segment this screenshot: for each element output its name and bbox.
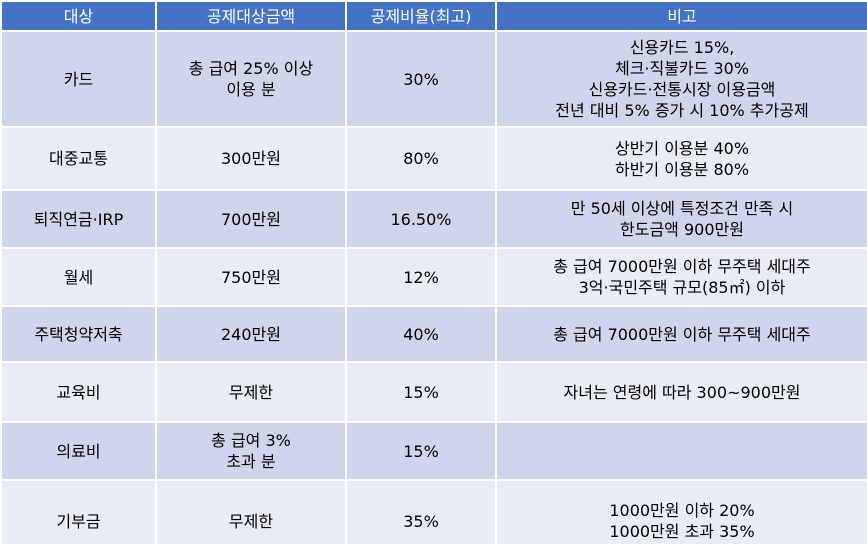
header-cell: 공제대상금액 [155, 0, 347, 32]
cell-text: 80% [403, 149, 439, 168]
table-cell: 월세 [0, 247, 157, 307]
cell-text: 만 50세 이상에 특정조건 만족 시 [570, 199, 794, 218]
table-cell: 자녀는 연령에 따라 300~900만원 [495, 361, 867, 423]
table-cell: 퇴직연금·IRP [0, 189, 157, 249]
table-cell: 대중교통 [0, 126, 157, 191]
header-cell: 비고 [495, 0, 867, 32]
table-cell: 주택청약저축 [0, 305, 157, 363]
table-row: 교육비 무제한 15% 자녀는 연령에 따라 300~900만원 [0, 361, 867, 423]
table-cell: 총 급여 3% 초과 분 [155, 421, 347, 481]
cell-text: 총 급여 3% [211, 431, 291, 450]
cell-text: 35% [403, 511, 439, 531]
header-row: 대상 공제대상금액 공제비율(최고) 비고 [0, 0, 867, 32]
cell-text: 총 급여 7000만원 이하 무주택 세대주 [553, 324, 811, 344]
table-row: 대중교통 300만원 80% 상반기 이용분 40% 하반기 이용분 80% [0, 126, 867, 191]
table-cell: 12% [345, 247, 497, 307]
cell-text: 월세 [63, 267, 94, 287]
header-cell: 공제비율(최고) [345, 0, 497, 32]
table-cell: 240만원 [155, 305, 347, 363]
table-cell: 15% [345, 421, 497, 481]
cell-text: 총 급여 25% 이상 [188, 59, 314, 78]
cell-text: 초과 분 [226, 452, 276, 471]
cell-text: 한도금액 900만원 [620, 220, 744, 239]
cell-text: 무제한 [228, 511, 274, 531]
table-cell: 700만원 [155, 189, 347, 249]
table-cell: 상반기 이용분 40% 하반기 이용분 80% [495, 126, 867, 191]
cell-text: 의료비 [56, 441, 101, 461]
cell-text: 상반기 이용분 40% [614, 138, 750, 158]
header-cell: 대상 [0, 0, 157, 32]
cell-text: 3억·국민주택 규모(85㎡) 이하 [578, 278, 786, 297]
cell-text: 하반기 이용분 80% [614, 159, 750, 179]
cell-text: 15% [403, 382, 439, 402]
cell-text: 교육비 [56, 382, 101, 402]
table-cell: 16.50% [345, 189, 497, 249]
table-row: 의료비 총 급여 3% 초과 분 15% [0, 421, 867, 481]
cell-text: 이용 분 [226, 80, 276, 99]
cell-text: 30% [403, 69, 439, 89]
table-cell: 총 급여 7000만원 이하 무주택 세대주 3억·국민주택 규모(85㎡) 이하 [495, 247, 867, 307]
cell-text: 1000만원 초과 35% [609, 522, 755, 541]
cell-text: 무제한 [228, 382, 274, 402]
cell-text: 300만원 [221, 149, 281, 168]
table-cell: 15% [345, 361, 497, 423]
cell-text: 자녀는 연령에 따라 300~900만원 [563, 382, 801, 402]
cell-text: 16.50% [390, 209, 452, 229]
cell-text: 신용카드 15%, [629, 38, 735, 57]
table-row: 주택청약저축 240만원 40% 총 급여 7000만원 이하 무주택 세대주 [0, 305, 867, 363]
cell-text: 주택청약저축 [34, 324, 123, 344]
table-cell: 30% [345, 30, 497, 128]
table-cell: 1000만원 이하 20% 1000만원 초과 35% [495, 479, 867, 544]
table-cell: 총 급여 7000만원 이하 무주택 세대주 [495, 305, 867, 363]
cell-text: 1000만원 이하 20% [609, 501, 755, 520]
cell-text: 전년 대비 5% 증가 시 10% 추가공제 [555, 101, 809, 120]
table-cell: 의료비 [0, 421, 157, 481]
cell-text: 대중교통 [49, 149, 108, 168]
table-cell: 300만원 [155, 126, 347, 191]
table-cell: 80% [345, 126, 497, 191]
cell-text: 체크·직불카드 30% [614, 59, 750, 78]
cell-text: 카드 [63, 69, 94, 89]
cell-text: 퇴직연금·IRP [33, 209, 124, 229]
table-cell: 교육비 [0, 361, 157, 423]
cell-text: 40% [403, 324, 439, 344]
table-cell: 무제한 [155, 361, 347, 423]
table-cell: 35% [345, 479, 497, 544]
table-cell: 40% [345, 305, 497, 363]
cell-text: 750만원 [221, 267, 281, 287]
cell-text: 700만원 [221, 209, 281, 229]
table-row: 기부금 무제한 35% 1000만원 이하 20% 1000만원 초과 35% [0, 479, 867, 544]
table-cell: 기부금 [0, 479, 157, 544]
cell-text: 신용카드·전통시장 이용금액 [588, 80, 776, 99]
cell-text: 기부금 [56, 511, 101, 531]
table-cell: 카드 [0, 30, 157, 128]
table-cell: 무제한 [155, 479, 347, 544]
cell-text: 12% [403, 267, 439, 287]
cell-text: 240만원 [221, 324, 281, 344]
cell-text: 총 급여 7000만원 이하 무주택 세대주 [553, 257, 811, 276]
table-row: 월세 750만원 12% 총 급여 7000만원 이하 무주택 세대주 3억·국민주택 … [0, 247, 867, 307]
cell-text: 15% [403, 441, 439, 461]
table-cell [495, 421, 867, 481]
table-cell: 750만원 [155, 247, 347, 307]
